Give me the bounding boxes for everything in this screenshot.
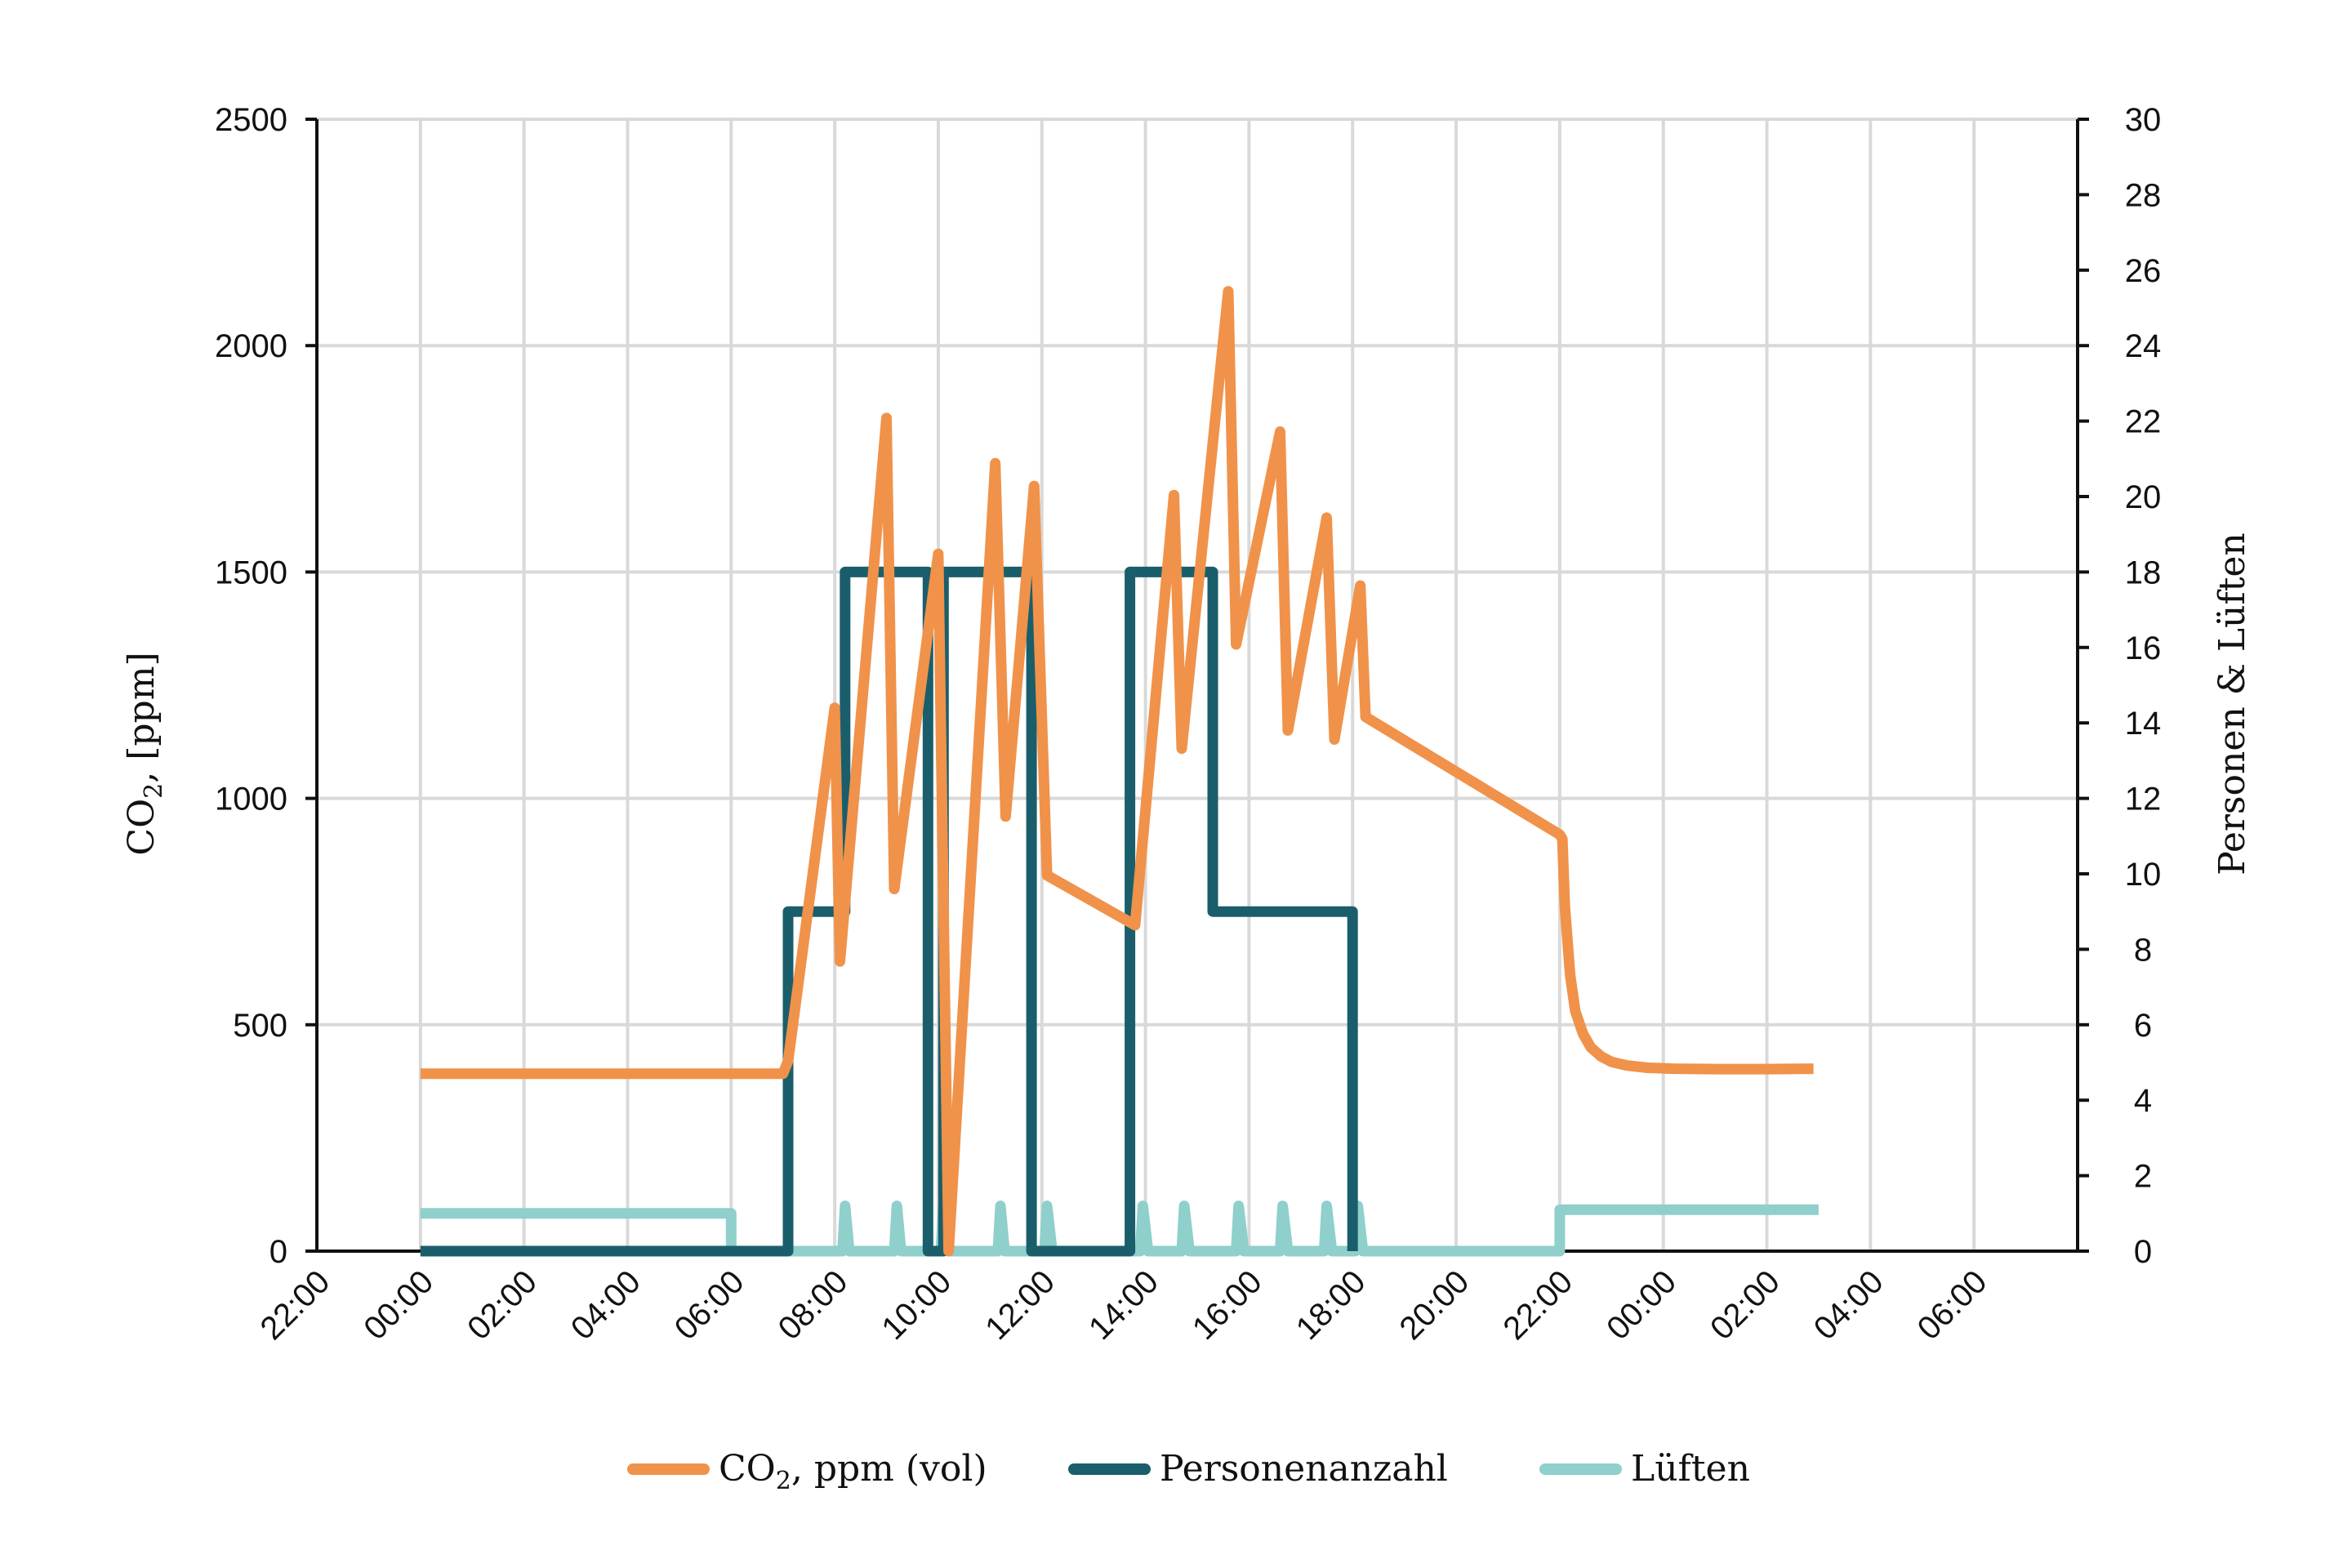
- right-tick-label: 28: [2125, 177, 2162, 213]
- axes: [305, 118, 2089, 1253]
- x-axis-tick-labels: 22:00 00:00 02:00 04:00 06:00 08:00 10:00 12:00…: [253, 1263, 1993, 1347]
- right-tick-label: 10: [2125, 857, 2162, 893]
- left-tick-label: 2500: [215, 102, 287, 138]
- x-tick-label: 12:00: [978, 1263, 1062, 1347]
- series-line-lueften: [420, 1200, 1819, 1257]
- right-tick-label: 22: [2125, 404, 2162, 440]
- right-tick-label: 8: [2134, 932, 2152, 968]
- legend: CO2, ppm (vol) Personenanzahl Lüften: [627, 1448, 1750, 1495]
- x-tick-label: 06:00: [1911, 1263, 1994, 1347]
- x-tick-label: 18:00: [1290, 1263, 1373, 1347]
- right-tick-label: 20: [2125, 479, 2162, 515]
- x-tick-label: 20:00: [1393, 1263, 1477, 1347]
- x-tick-label: 00:00: [357, 1263, 440, 1347]
- left-axis-title: CO2, [ppm]: [121, 652, 168, 855]
- right-axis-title: Personen & Lüften: [2212, 532, 2253, 875]
- left-axis-tick-labels: 0 500 1000 1500 2000 2500: [215, 102, 287, 1270]
- right-tick-label: 6: [2134, 1008, 2152, 1044]
- x-tick-label: 02:00: [1704, 1263, 1787, 1347]
- left-tick-label: 500: [233, 1008, 287, 1044]
- x-tick-label: 06:00: [668, 1263, 751, 1347]
- right-tick-label: 24: [2125, 328, 2162, 364]
- x-tick-label: 08:00: [772, 1263, 855, 1347]
- left-tick-label: 1500: [215, 555, 287, 590]
- grid-lines: [315, 118, 2078, 1251]
- right-tick-label: 18: [2125, 555, 2162, 590]
- legend-label-personenanzahl: Personenanzahl: [1160, 1448, 1448, 1490]
- series-line-co2: [420, 286, 1814, 1257]
- left-tick-label: 1000: [215, 782, 287, 817]
- x-tick-label: 04:00: [564, 1263, 648, 1347]
- x-tick-label: 14:00: [1082, 1263, 1165, 1347]
- x-tick-label: 04:00: [1807, 1263, 1891, 1347]
- right-tick-label: 14: [2125, 706, 2162, 742]
- x-tick-label: 10:00: [875, 1263, 958, 1347]
- legend-label-lueften: Lüften: [1631, 1448, 1750, 1490]
- right-tick-label: 26: [2125, 253, 2162, 289]
- legend-label-co2: CO2, ppm (vol): [719, 1448, 987, 1495]
- x-tick-label: 00:00: [1600, 1263, 1683, 1347]
- right-tick-label: 30: [2125, 102, 2162, 138]
- right-tick-label: 4: [2134, 1083, 2152, 1119]
- x-tick-label: 02:00: [461, 1263, 544, 1347]
- series-lines: [420, 286, 1819, 1257]
- x-tick-label: 16:00: [1186, 1263, 1269, 1347]
- right-tick-label: 12: [2125, 782, 2162, 817]
- x-tick-label: 22:00: [253, 1263, 336, 1347]
- left-tick-label: 2000: [215, 328, 287, 364]
- x-tick-label: 22:00: [1496, 1263, 1579, 1347]
- right-tick-label: 0: [2134, 1234, 2152, 1270]
- right-tick-label: 2: [2134, 1159, 2152, 1195]
- left-tick-label: 0: [270, 1234, 287, 1270]
- right-tick-label: 16: [2125, 630, 2162, 666]
